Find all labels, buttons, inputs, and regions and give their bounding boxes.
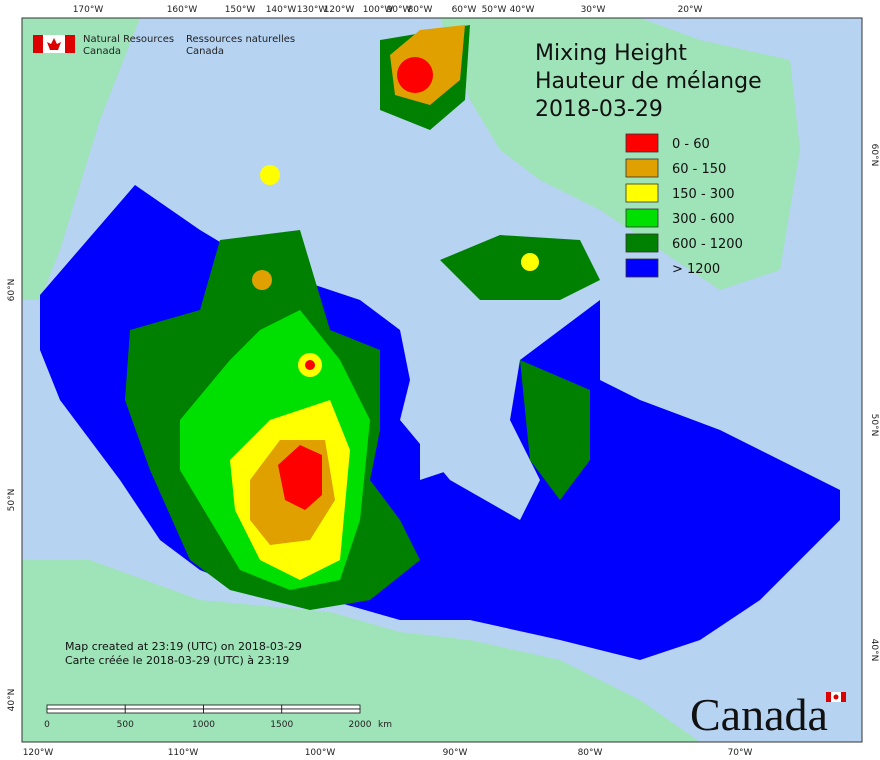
scale-unit: km [378, 720, 392, 730]
title: 2018-03-29 [535, 97, 663, 122]
top-label: 130°W [297, 5, 328, 15]
top-label: 20°W [678, 5, 703, 15]
legend-label: 600 - 1200 [672, 237, 743, 252]
bottom-label: 90°W [443, 748, 468, 758]
scale-segment [124, 704, 204, 710]
zone-0-60-spot [305, 360, 315, 370]
wordmark-flag [826, 692, 846, 702]
left-label: 60°N [7, 279, 17, 302]
credit: Map created at 23:19 (UTC) on 2018-03-29 [65, 640, 302, 653]
scale-label: 500 [117, 720, 134, 730]
zone-0-60 [278, 445, 322, 510]
top-label: 50°W [482, 5, 507, 15]
bottom-label: 100°W [305, 748, 336, 758]
hudson-bay [420, 360, 500, 480]
top-label: 40°W [510, 5, 535, 15]
zone-60-150-spot [252, 270, 272, 290]
org-en: Canada [83, 46, 121, 57]
left-label: 50°N [7, 489, 17, 512]
top-label: 80°W [408, 5, 433, 15]
bottom-label: 110°W [168, 748, 199, 758]
scale-segment [281, 704, 361, 710]
title: Mixing Height [535, 41, 687, 66]
scale-segment [46, 708, 126, 714]
legend-label: 60 - 150 [672, 162, 726, 177]
credit: Carte créée le 2018-03-29 (UTC) à 23:19 [65, 654, 289, 667]
zone-150-300-spot [260, 165, 280, 185]
legend-swatch [625, 258, 659, 278]
legend-swatch [625, 208, 659, 228]
legend-swatch [625, 233, 659, 253]
greenland [440, 18, 800, 290]
usa-land [22, 560, 700, 742]
legend-swatch [625, 158, 659, 178]
org-en: Natural Resources [83, 34, 174, 45]
right-label: 40°N [869, 639, 879, 662]
top-label: 170°W [73, 5, 104, 15]
frame [21, 17, 863, 743]
top-label: 160°W [167, 5, 198, 15]
legend-swatch [625, 183, 659, 203]
quebec-north [520, 360, 590, 500]
baffin-island [440, 235, 600, 300]
zone-0-60-north [397, 57, 433, 93]
scale-segment [46, 704, 126, 710]
top-label: 140°W [266, 5, 297, 15]
scale-segment [124, 708, 204, 714]
legend-label: 0 - 60 [672, 137, 710, 152]
scale-segment [203, 704, 283, 710]
org-fr: Ressources naturelles [186, 34, 295, 45]
scale-label: 1000 [192, 720, 215, 730]
wordmark: Canada [690, 689, 828, 740]
scale-segment [203, 708, 283, 714]
top-label: 90°W [387, 5, 412, 15]
legend-label: 300 - 600 [672, 212, 735, 227]
scale-segment [281, 708, 361, 714]
legend-label: > 1200 [672, 262, 720, 277]
bottom-label: 80°W [578, 748, 603, 758]
left-label: 40°N [7, 689, 17, 712]
top-label: 100°W [363, 5, 394, 15]
top-label: 60°W [452, 5, 477, 15]
flag [33, 35, 75, 53]
top-label: 30°W [581, 5, 606, 15]
scale-label: 0 [44, 720, 50, 730]
right-label: 50°N [869, 414, 879, 437]
zone-150-300-spot [521, 253, 539, 271]
org-fr: Canada [186, 46, 224, 57]
top-label: 150°W [225, 5, 256, 15]
scale-label: 2000 [349, 720, 372, 730]
right-label: 60°N [869, 144, 879, 167]
title: Hauteur de mélange [535, 69, 762, 94]
bottom-label: 70°W [728, 748, 753, 758]
russia-land [22, 18, 140, 300]
bottom-label: 120°W [23, 748, 54, 758]
legend-label: 150 - 300 [672, 187, 735, 202]
scale-label: 1500 [270, 720, 293, 730]
legend-swatch [625, 133, 659, 153]
top-label: 120°W [324, 5, 355, 15]
